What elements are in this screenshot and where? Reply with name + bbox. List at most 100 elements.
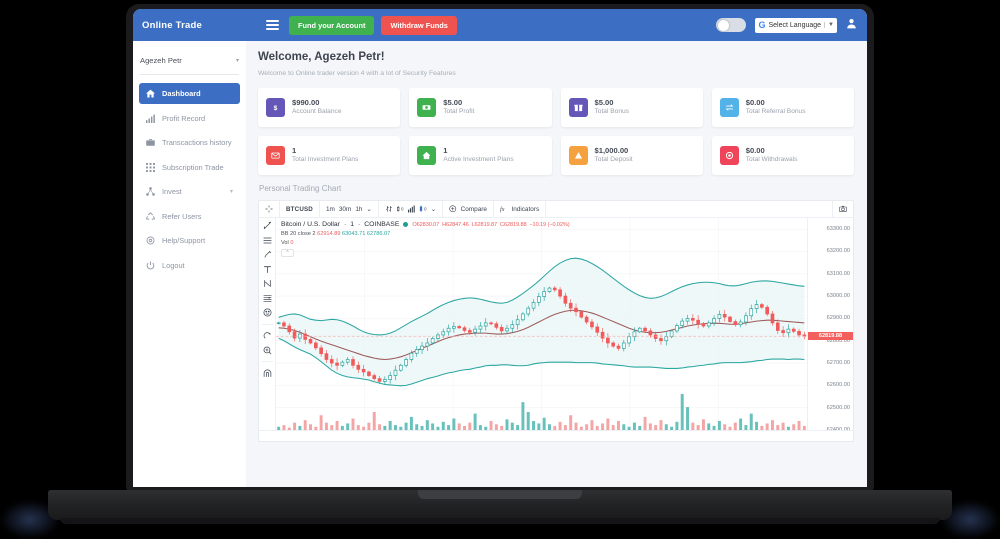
- stat-card[interactable]: $0.00 Total Referral Bonus: [711, 88, 854, 127]
- price-axis[interactable]: 63300.00 63200.00 63100.00 63000.00 62900.00…: [807, 218, 853, 433]
- magnet-icon[interactable]: [263, 331, 272, 340]
- language-selector[interactable]: G Select Language ▼: [755, 17, 837, 33]
- chevron-down-icon[interactable]: ⌄: [430, 206, 437, 213]
- stat-label: Total Referral Bonus: [745, 108, 806, 116]
- current-price-badge: 62819.88: [808, 332, 853, 341]
- chart-style-group[interactable]: 0 0 ⌄: [379, 201, 444, 217]
- zoom-icon[interactable]: [263, 346, 272, 355]
- cursor-icon[interactable]: [263, 221, 272, 230]
- fx-icon: fx: [500, 205, 508, 212]
- envelope-icon: [266, 146, 285, 165]
- power-icon: [146, 260, 155, 270]
- sidebar-nav: Dashboard Profit Record Transcactions hi…: [133, 81, 246, 276]
- sidebar-item-refer-users[interactable]: Refer Users: [139, 206, 240, 227]
- bar-style-icon[interactable]: [385, 205, 393, 213]
- user-icon[interactable]: [846, 18, 857, 32]
- crosshair-icon[interactable]: [259, 201, 280, 217]
- chevron-down-icon[interactable]: ⌄: [366, 206, 372, 213]
- top-navbar: Online Trade Fund your Account Withdraw …: [133, 9, 867, 41]
- laptop-foot: [60, 518, 940, 524]
- stat-label: Total Withdrawals: [745, 156, 798, 164]
- chart-main-area: Bitcoin / U.S. Dollar · 1 · COINBASE O62…: [259, 218, 853, 433]
- chevron-down-icon: ▾: [229, 189, 233, 195]
- timeframe-1m[interactable]: 1m: [325, 205, 335, 213]
- sidebar-item-help-support[interactable]: Help/Support: [139, 230, 240, 251]
- stat-card[interactable]: $1,000.00 Total Deposit: [560, 136, 703, 175]
- chart-symbol: BTCUSD: [286, 205, 313, 213]
- compare-label: Compare: [460, 205, 487, 213]
- chart-toolbar: BTCUSD 1m 30m 1h ⌄ 0: [259, 201, 853, 218]
- save-icon[interactable]: [263, 369, 272, 378]
- sidebar-item-subscription-trade[interactable]: Subscription Trade: [139, 157, 240, 178]
- sidebar-item-profit-record[interactable]: Profit Record: [139, 108, 240, 129]
- measure-icon[interactable]: [263, 279, 272, 288]
- network-icon: [146, 187, 155, 196]
- emoji-icon[interactable]: [263, 308, 272, 317]
- brand-logo[interactable]: Online Trade: [142, 19, 202, 31]
- candle-style-icon[interactable]: 0: [396, 205, 404, 213]
- fund-account-button[interactable]: Fund your Account: [289, 15, 375, 35]
- timeframe-group[interactable]: 1m 30m 1h ⌄: [320, 201, 379, 217]
- withdraw-funds-button[interactable]: Withdraw Funds: [381, 15, 457, 35]
- svg-text:0: 0: [401, 207, 403, 212]
- area-style-icon[interactable]: 0: [419, 205, 427, 213]
- timeframe-1h[interactable]: 1h: [355, 205, 363, 213]
- time-axis[interactable]: [259, 430, 853, 441]
- timeframe-30m[interactable]: 30m: [338, 205, 352, 213]
- tool-divider: [261, 361, 273, 362]
- svg-text:$: $: [274, 105, 278, 112]
- home-icon: [417, 146, 437, 165]
- app-window: Online Trade Fund your Account Withdraw …: [133, 9, 867, 487]
- stat-label: Total Investment Plans: [292, 156, 359, 164]
- stat-value: $5.00: [443, 97, 463, 107]
- stat-value: $0.00: [745, 145, 765, 155]
- main-content: Welcome, Agezeh Petr! Welcome to Online …: [246, 41, 867, 487]
- price-tick: 62800.00: [826, 337, 850, 344]
- chevron-down-icon: ▾: [235, 58, 239, 64]
- tool-divider: [261, 323, 273, 325]
- sidebar-item-logout[interactable]: Logout: [139, 255, 240, 276]
- target-icon: [719, 146, 739, 165]
- stat-card[interactable]: $ $990.00 Account Balance: [258, 88, 401, 127]
- indicators-button[interactable]: fx Indicators: [494, 201, 547, 217]
- stat-cards-row-2: 1 Total Investment Plans 1 Active Investme…: [258, 136, 854, 175]
- compare-button[interactable]: Compare: [443, 201, 494, 217]
- line-style-icon[interactable]: [407, 205, 416, 213]
- sidebar-item-dashboard[interactable]: Dashboard: [139, 83, 240, 104]
- price-tick: 62900.00: [826, 315, 850, 322]
- stat-card[interactable]: $5.00 Total Bonus: [560, 88, 703, 127]
- sidebar: Agezeh Petr ▾ Dashboard Profit Record: [133, 41, 246, 487]
- stat-card[interactable]: $5.00 Total Profit: [409, 88, 552, 127]
- stat-value: $1,000.00: [594, 145, 629, 155]
- laptop-notch: [418, 490, 582, 499]
- topbar-right-controls: G Select Language ▼: [716, 17, 867, 33]
- dollar-icon: $: [266, 98, 285, 117]
- stat-card[interactable]: 1 Total Investment Plans: [258, 136, 401, 175]
- stat-card[interactable]: 1 Active Investment Plans: [409, 136, 552, 175]
- stat-value: $0.00: [745, 97, 765, 107]
- indicators-label: Indicators: [511, 205, 540, 213]
- brush-icon[interactable]: [263, 250, 272, 259]
- stat-label: Active Investment Plans: [443, 156, 514, 164]
- user-account-selector[interactable]: Agezeh Petr ▾: [140, 47, 239, 75]
- horizontal-lines-icon[interactable]: [263, 236, 272, 245]
- price-tick: 63100.00: [826, 270, 850, 277]
- sidebar-label: Help/Support: [162, 236, 206, 245]
- text-icon[interactable]: [263, 265, 272, 274]
- gear-icon: [146, 236, 155, 245]
- sidebar-item-invest[interactable]: Invest ▾: [139, 181, 240, 202]
- collapse-pane-button[interactable]: ⌃: [281, 248, 294, 257]
- upload-icon: [568, 146, 588, 165]
- symbol-button[interactable]: BTCUSD: [280, 201, 320, 217]
- fib-icon[interactable]: [263, 294, 272, 303]
- sidebar-label: Refer Users: [162, 211, 202, 221]
- hamburger-icon[interactable]: [255, 20, 289, 30]
- chart-plot: [276, 218, 807, 430]
- camera-icon[interactable]: [833, 201, 853, 217]
- stat-card[interactable]: $0.00 Total Withdrawals: [711, 136, 854, 175]
- sidebar-item-transactions-history[interactable]: Transcactions history: [139, 132, 240, 153]
- price-tick: 63000.00: [826, 293, 850, 300]
- chart-canvas[interactable]: Bitcoin / U.S. Dollar · 1 · COINBASE O62…: [276, 218, 807, 430]
- theme-toggle[interactable]: [716, 18, 747, 32]
